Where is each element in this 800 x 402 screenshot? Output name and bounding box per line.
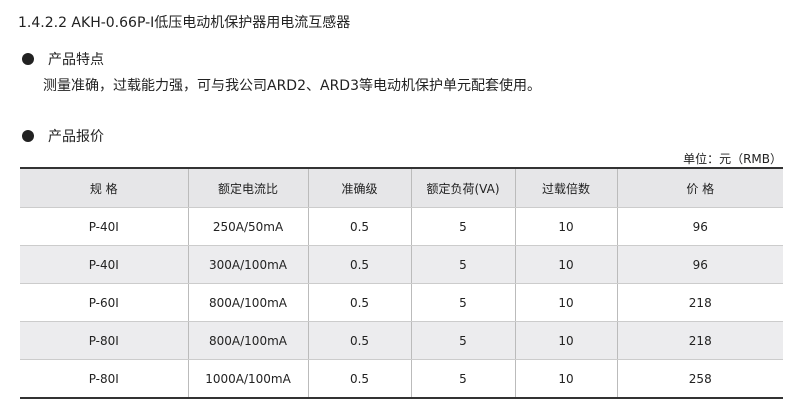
table-cell: P-40I [20, 245, 188, 284]
section-title: 1.4.2.2 AKH-0.66P-I低压电动机保护器用电流互感器 [18, 15, 351, 31]
table-cell: P-60I [20, 283, 188, 322]
table-cell: 300A/100mA [187, 245, 308, 284]
table-cell: 96 [616, 245, 783, 284]
column-header: 过载倍数 [514, 168, 617, 208]
table-cell: 1000A/100mA [187, 359, 308, 399]
features-text: 测量准确，过载能力强，可与我公司ARD2、ARD3等电动机保护单元配套使用。 [43, 78, 541, 94]
table-row: P-40I 250A/50mA 0.5 5 10 96 [20, 207, 783, 246]
table-cell: 218 [616, 321, 783, 360]
column-header: 额定负荷(VA) [410, 168, 515, 208]
column-header: 规 格 [20, 168, 188, 208]
table-cell: 0.5 [307, 321, 411, 360]
currency-unit: 单位：元（RMB） [683, 152, 782, 166]
pricing-heading-text: 产品报价 [48, 129, 104, 145]
table-cell: 0.5 [307, 207, 411, 246]
table-header-row: 规 格额定电流比 准确级 额定负荷(VA) 过载倍数价 格 [20, 168, 783, 208]
bullet-icon [22, 130, 34, 142]
pricing-heading: 产品报价 [22, 126, 104, 146]
table-cell: P-80I [20, 359, 188, 399]
table-cell: 5 [410, 283, 515, 322]
table-row: P-80I 800A/100mA 0.5 5 10 218 [20, 321, 783, 360]
price-table: 规 格额定电流比 准确级 额定负荷(VA) 过载倍数价 格 P-40I 250A/50m… [20, 167, 783, 399]
table-cell: 250A/50mA [187, 207, 308, 246]
table-cell: 5 [410, 207, 515, 246]
table-cell: 10 [514, 245, 617, 284]
table-cell: 0.5 [307, 283, 411, 322]
table-cell: 96 [616, 207, 783, 246]
table-cell: 5 [410, 359, 515, 399]
column-header: 价 格 [616, 168, 783, 208]
column-header: 额定电流比 [187, 168, 308, 208]
table-cell: 258 [616, 359, 783, 399]
table-cell: 10 [514, 283, 617, 322]
table-cell: 218 [616, 283, 783, 322]
table-cell: 800A/100mA [187, 283, 308, 322]
table-row: P-80I 1000A/100mA 0.5 5 10 258 [20, 359, 783, 399]
features-heading: 产品特点 [22, 49, 104, 69]
table-cell: 0.5 [307, 359, 411, 399]
features-heading-text: 产品特点 [48, 52, 104, 68]
table-row: P-40I 300A/100mA 0.5 5 10 96 [20, 245, 783, 284]
table-cell: 10 [514, 207, 617, 246]
table-cell: 800A/100mA [187, 321, 308, 360]
table-cell: 0.5 [307, 245, 411, 284]
table-row: P-60I 800A/100mA 0.5 5 10 218 [20, 283, 783, 322]
table-cell: P-40I [20, 207, 188, 246]
table-cell: 5 [410, 245, 515, 284]
column-header: 准确级 [307, 168, 411, 208]
table-cell: P-80I [20, 321, 188, 360]
table-cell: 5 [410, 321, 515, 360]
table-cell: 10 [514, 321, 617, 360]
table-cell: 10 [514, 359, 617, 399]
bullet-icon [22, 53, 34, 65]
